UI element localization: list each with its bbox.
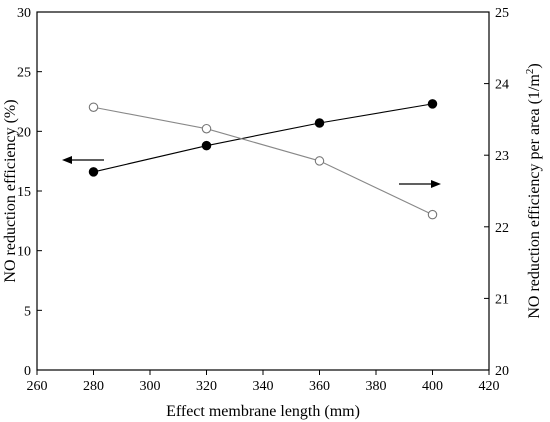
- series-1-point: [88, 167, 99, 177]
- series-1-point: [201, 140, 212, 151]
- x-axis-title: Effect membrane length (mm): [166, 403, 360, 420]
- left-y-tick-label: 30: [17, 6, 31, 21]
- right-y-tick-label: 24: [495, 78, 509, 93]
- right-axis-arrow: [399, 180, 441, 188]
- left-y-tick-label: 20: [17, 125, 31, 140]
- series-2-point: [201, 123, 212, 134]
- right-y-axis-title-end: ): [526, 63, 543, 68]
- series-2-point: [427, 209, 438, 220]
- x-tick-label: 420: [479, 379, 500, 394]
- right-y-axis-title-main: NO reduction efficiency per area (1/m: [526, 74, 543, 319]
- left-y-tick-label: 5: [24, 304, 31, 319]
- left-y-tick-label: 25: [17, 66, 31, 81]
- right-y-tick-label: 25: [495, 6, 509, 21]
- x-tick-label: 360: [309, 379, 330, 394]
- series-layer: [88, 99, 438, 220]
- plot-frame: [36, 11, 490, 371]
- right-y-axis-title: NO reduction efficiency per area (1/m2): [524, 63, 543, 318]
- right-y-tick-label: 23: [495, 149, 509, 164]
- series-1-line: [93, 103, 433, 173]
- right-y-tick-label: 22: [495, 221, 509, 236]
- right-y-tick-label: 21: [495, 292, 509, 307]
- x-tick-label: 280: [83, 379, 104, 394]
- left-axis-arrow-head: [62, 156, 72, 164]
- series-2-line: [93, 106, 433, 216]
- left-axis-arrow: [62, 156, 104, 164]
- x-axis: 260 280 300 320 340 360 380 400 420: [27, 370, 500, 394]
- left-y-axis: 0 5 10 15 20 25 30: [17, 6, 42, 379]
- series-1-point: [427, 99, 438, 109]
- x-tick-label: 400: [422, 379, 443, 394]
- right-y-tick-label: 20: [495, 364, 509, 379]
- series-2-point: [88, 102, 99, 112]
- left-y-tick-label: 15: [17, 185, 31, 200]
- x-tick-label: 320: [196, 379, 217, 394]
- series-2-point: [314, 156, 325, 166]
- x-tick-label: 260: [27, 379, 48, 394]
- left-y-tick-label: 10: [17, 245, 31, 260]
- x-tick-label: 340: [253, 379, 274, 394]
- left-y-axis-title: NO reduction efficiency (%): [2, 99, 19, 282]
- right-y-axis-title-sup: 2: [524, 69, 536, 75]
- right-axis-arrow-head: [431, 180, 441, 188]
- right-y-axis: 20 21 22 23 24 25: [484, 6, 509, 379]
- x-tick-label: 300: [140, 379, 161, 394]
- left-y-tick-label: 0: [24, 364, 31, 379]
- x-tick-label: 380: [366, 379, 387, 394]
- series-1-point: [314, 118, 325, 128]
